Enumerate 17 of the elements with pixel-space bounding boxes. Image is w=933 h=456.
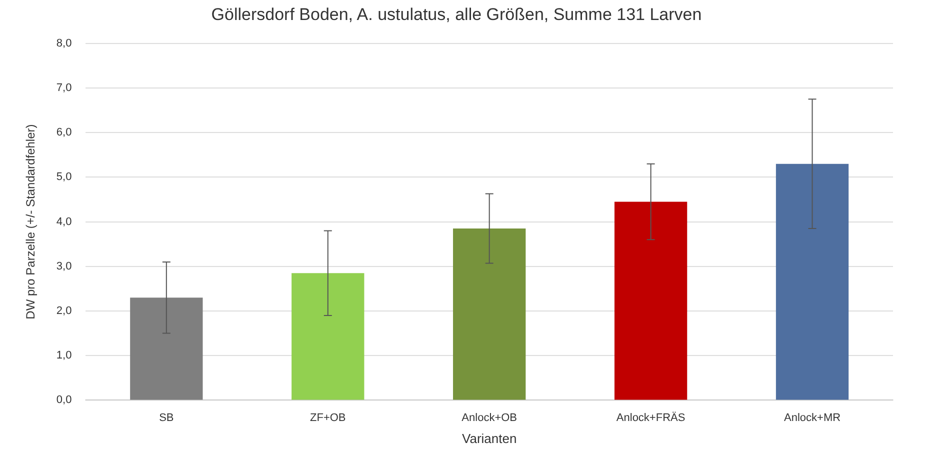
x-tick-label: SB (159, 412, 174, 424)
x-tick-label: ZF+OB (310, 412, 346, 424)
y-tick-label: 2,0 (56, 305, 72, 318)
y-tick-label: 0,0 (56, 394, 72, 406)
chart-title: Göllersdorf Boden, A. ustulatus, alle Größen, Summe 131 Larven (211, 4, 702, 24)
x-axis-title: Varianten (462, 430, 517, 446)
x-tick-label: Anlock+OB (462, 412, 518, 424)
y-axis-title: DW pro Parzelle (+/- Standardfehler) (24, 124, 38, 320)
y-tick-label: 7,0 (56, 82, 72, 94)
y-tick-label: 1,0 (56, 350, 72, 362)
y-tick-label: 6,0 (56, 126, 72, 139)
y-tick-label: 5,0 (56, 171, 72, 184)
y-tick-label: 4,0 (56, 216, 72, 228)
y-tick-label: 3,0 (56, 260, 72, 272)
x-tick-label: Anlock+FRÄS (616, 410, 686, 424)
x-tick-label: Anlock+MR (784, 412, 841, 424)
y-tick-label: 8,0 (56, 37, 72, 50)
